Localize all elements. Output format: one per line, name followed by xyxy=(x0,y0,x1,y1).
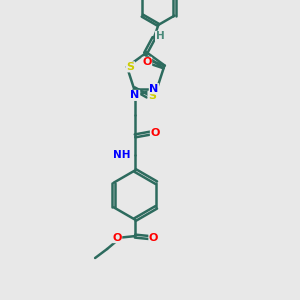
Text: H: H xyxy=(155,31,164,41)
Text: S: S xyxy=(148,91,156,101)
Text: NH: NH xyxy=(113,150,130,161)
Text: O: O xyxy=(112,232,122,243)
Text: S: S xyxy=(127,62,135,72)
Text: O: O xyxy=(150,128,160,138)
Text: O: O xyxy=(142,57,152,68)
Text: O: O xyxy=(149,232,158,243)
Text: N: N xyxy=(149,84,159,94)
Text: N: N xyxy=(130,90,140,100)
